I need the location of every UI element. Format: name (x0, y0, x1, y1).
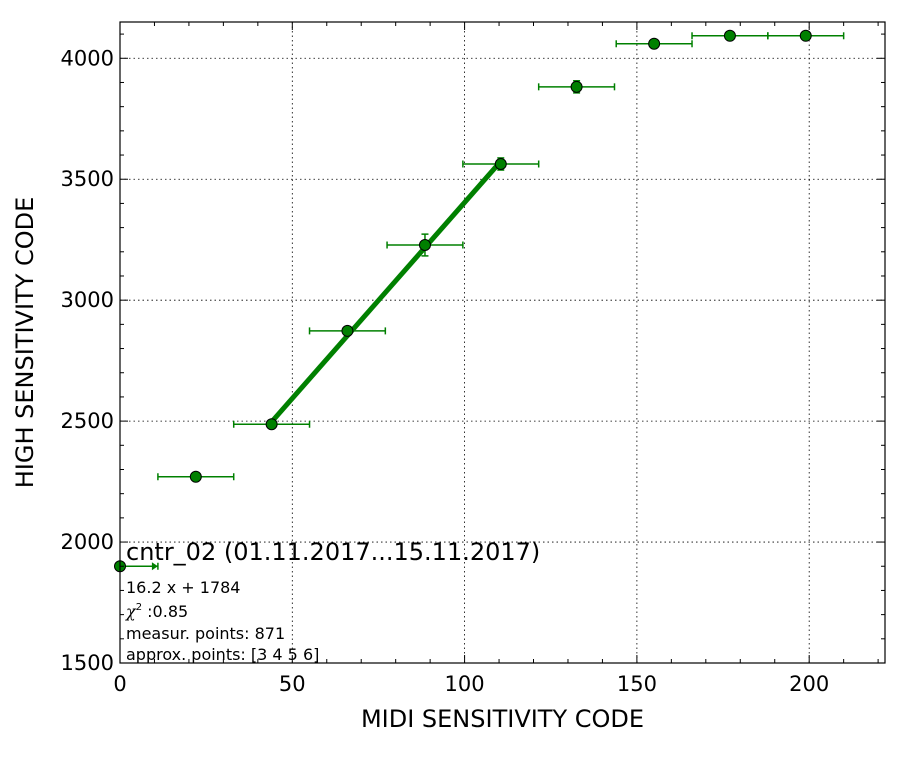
grid-lines (119, 22, 885, 664)
x-tick-label: 200 (789, 672, 829, 696)
annotation-chi-squared: χ2 :0.85 (125, 602, 188, 621)
x-tick-label: 50 (279, 672, 306, 696)
data-point (648, 37, 661, 50)
y-tick-label: 2500 (61, 409, 114, 433)
x-tick-label: 100 (445, 672, 485, 696)
annotation-chi-value: :0.85 (142, 602, 188, 621)
data-point (799, 29, 812, 42)
x-error-arrow (151, 562, 158, 571)
y-tick-label: 4000 (61, 46, 114, 70)
data-point (341, 324, 354, 337)
error-bars (120, 32, 845, 571)
annotation-measure-points: measur. points: 871 (126, 624, 285, 643)
data-point (494, 157, 507, 170)
y-tick-label: 3000 (61, 288, 114, 312)
data-point (189, 470, 202, 483)
fit-line-group (269, 159, 503, 424)
data-point (418, 239, 431, 252)
y-axis-label: HIGH SENSITIVITY CODE (11, 197, 39, 489)
data-points (114, 29, 812, 573)
data-point (570, 80, 583, 93)
x-axis-label: MIDI SENSITIVITY CODE (361, 705, 644, 733)
data-point (723, 29, 736, 42)
fit-annotation: cntr_02 (01.11.2017...15.11.2017) 16.2 x… (125, 538, 540, 664)
x-tick-label: 150 (617, 672, 657, 696)
y-tick-label: 1500 (61, 651, 114, 675)
y-tick-label: 3500 (61, 167, 114, 191)
annotation-approx-points: approx. points: [3 4 5 6] (126, 645, 319, 664)
y-tick-label: 2000 (61, 530, 114, 554)
ticks: 0 50 100 150 200 1500 2000 2500 3000 3500 4000 (61, 22, 885, 696)
x-tick-label: 0 (113, 672, 126, 696)
data-point (265, 418, 278, 431)
annotation-title: cntr_02 (01.11.2017...15.11.2017) (126, 538, 540, 566)
annotation-equation: 16.2 x + 1784 (126, 578, 240, 597)
fit-line (269, 159, 503, 424)
plot-frame (119, 21, 886, 664)
